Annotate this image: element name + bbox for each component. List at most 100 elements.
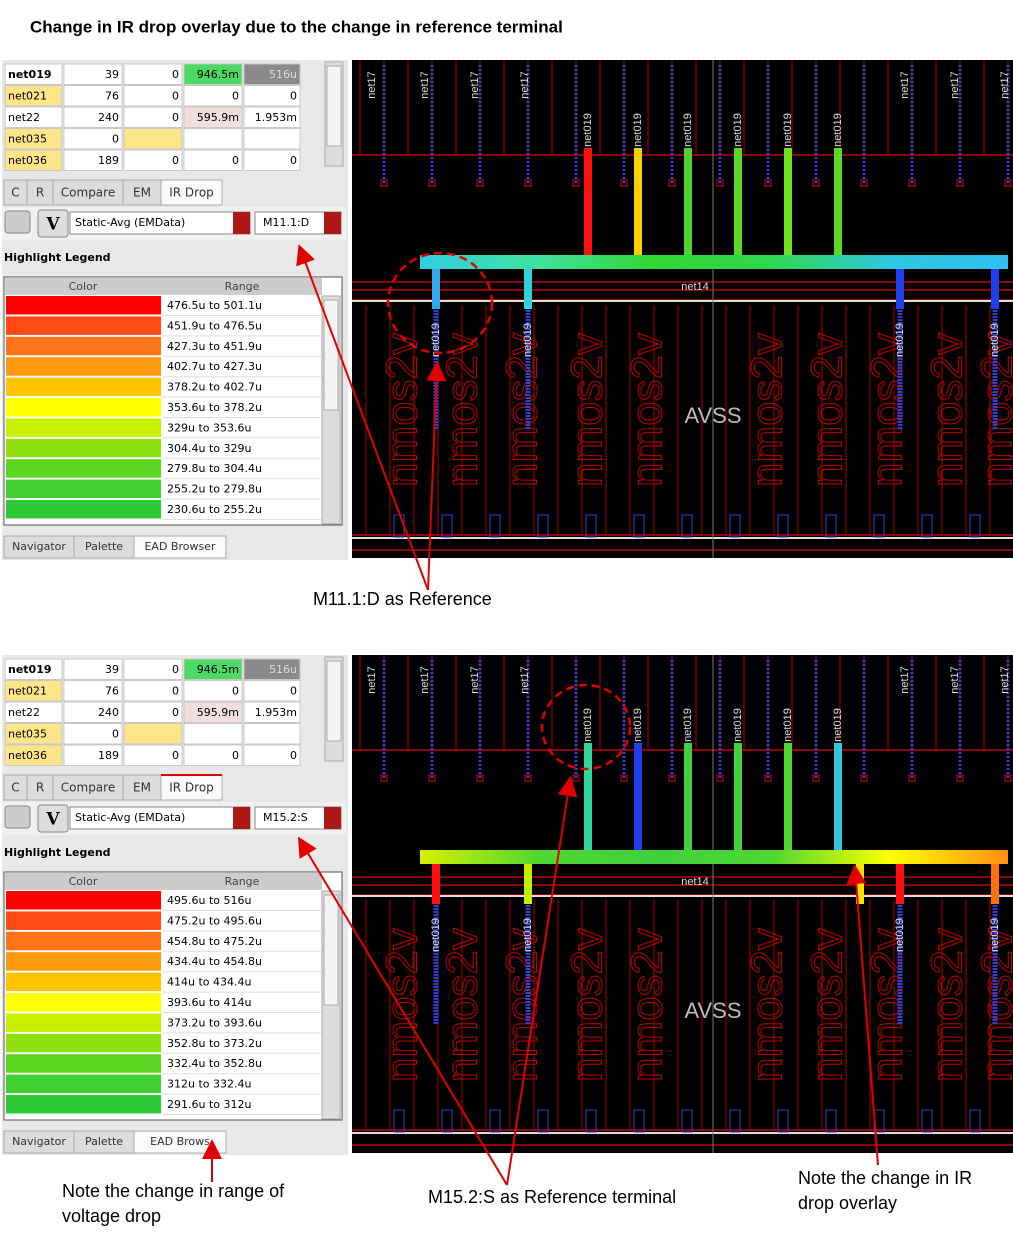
v-button[interactable] [37, 804, 69, 833]
icon-button[interactable] [4, 210, 31, 234]
overlay-stub [991, 864, 999, 904]
dropdown-arrow[interactable] [324, 212, 341, 234]
annotation: drop overlay [798, 1193, 897, 1213]
bottom-tab-label[interactable]: Navigator [12, 1135, 66, 1148]
contact [380, 179, 388, 187]
contact [764, 774, 772, 782]
dropdown-arrow[interactable] [324, 807, 341, 829]
legend-swatch [6, 418, 161, 437]
legend-swatch [6, 479, 161, 499]
net-label: net17 [469, 666, 481, 694]
net-label: net019 [522, 918, 534, 952]
annotation: Note the change in range of [62, 1181, 285, 1201]
legend-swatch [6, 931, 161, 951]
annotation-arrow [846, 864, 879, 1166]
table-text: 189 [98, 154, 119, 167]
annotation-arrow [296, 244, 429, 591]
contact [668, 179, 676, 187]
legend-range: 414u to 434.4u [167, 976, 251, 989]
table-cell [243, 658, 301, 680]
contact [572, 179, 580, 187]
tab-label[interactable]: EM [133, 186, 151, 200]
analysis-label[interactable]: Static-Avg (EMData) [75, 811, 185, 824]
net-label: net019 [894, 918, 906, 952]
bottom-tab-label[interactable]: Palette [85, 1135, 123, 1148]
tab-label[interactable]: IR Drop [169, 186, 214, 200]
tab-label[interactable]: EM [133, 781, 151, 795]
via [585, 1109, 597, 1133]
table-cell [123, 658, 183, 680]
table-cell [243, 85, 301, 107]
bottom-tab-label[interactable]: Palette [85, 540, 123, 553]
scroll-thumb [323, 894, 339, 1006]
contact [1004, 179, 1012, 187]
table-text: 0 [290, 685, 297, 698]
icon-button[interactable] [4, 805, 31, 829]
v-button-label[interactable]: V [45, 810, 60, 830]
tab-label[interactable]: C [11, 186, 19, 200]
table-cell [4, 680, 63, 702]
via [441, 1109, 453, 1133]
device-label: nmos2v [378, 928, 427, 1082]
reference-label[interactable]: M11.1:D [263, 216, 309, 229]
bottom-tab[interactable] [133, 535, 227, 559]
table-cell [4, 106, 63, 128]
legend-range: 476.5u to 501.1u [167, 299, 262, 312]
legend-range: 378.2u to 402.7u [167, 381, 262, 394]
tab-label[interactable]: Compare [61, 781, 115, 795]
device-label: nmos2v [498, 928, 547, 1082]
dropdown-arrow[interactable] [233, 212, 250, 234]
tab-label[interactable]: R [36, 781, 44, 795]
tab[interactable] [52, 774, 124, 801]
contact [476, 179, 484, 187]
tab[interactable] [160, 179, 223, 206]
table-cell [63, 701, 123, 723]
tab[interactable] [52, 179, 124, 206]
annotation: M11.1:D as Reference [313, 589, 492, 609]
dropdown-arrow[interactable] [233, 807, 250, 829]
legend-range: 402.7u to 427.3u [167, 360, 262, 373]
table-text: net021 [8, 90, 47, 103]
v-button[interactable] [37, 209, 69, 238]
table-cell [4, 744, 63, 766]
bottom-tab-label[interactable]: EAD Brows [150, 1135, 210, 1148]
tab[interactable] [26, 774, 54, 801]
tab-label[interactable]: C [11, 781, 19, 795]
v-button-label[interactable]: V [45, 215, 60, 235]
tab[interactable] [122, 179, 162, 206]
legend-header-label: Range [225, 280, 260, 293]
bottom-tab-label[interactable]: EAD Browser [144, 540, 215, 553]
net-label: net17 [419, 666, 431, 694]
net-label: net17 [519, 666, 531, 694]
tab-label[interactable]: IR Drop [169, 781, 214, 795]
analysis-label[interactable]: Static-Avg (EMData) [75, 216, 185, 229]
tab[interactable] [160, 774, 223, 801]
overlay-stub [584, 743, 592, 851]
table-cell [243, 149, 301, 171]
net-label: net019 [894, 323, 906, 357]
legend-swatch [6, 993, 161, 1012]
contact [428, 179, 436, 187]
bottom-tab-label[interactable]: Navigator [12, 540, 66, 553]
legend-range: 352.8u to 373.2u [167, 1037, 262, 1050]
table-text: 39 [105, 68, 119, 81]
tab-label[interactable]: R [36, 186, 44, 200]
table-text: 516u [269, 663, 297, 676]
net-label: net019 [522, 323, 534, 357]
legend-range: 304.4u to 329u [167, 442, 251, 455]
reference-label[interactable]: M15.2:S [263, 811, 308, 824]
net-label: net019 [682, 708, 694, 742]
via [393, 1109, 405, 1133]
legend-range: 373.2u to 393.6u [167, 1016, 262, 1029]
tab[interactable] [26, 179, 54, 206]
table-cell [123, 680, 183, 702]
table-cell [4, 658, 63, 680]
table-text: net22 [8, 706, 40, 719]
overlay-stub [432, 864, 440, 904]
table-cell [63, 658, 123, 680]
tab-label[interactable]: Compare [61, 186, 115, 200]
contact [428, 774, 436, 782]
table-cell [4, 149, 63, 171]
contact [716, 179, 724, 187]
device-label: nmos2v [563, 928, 612, 1082]
